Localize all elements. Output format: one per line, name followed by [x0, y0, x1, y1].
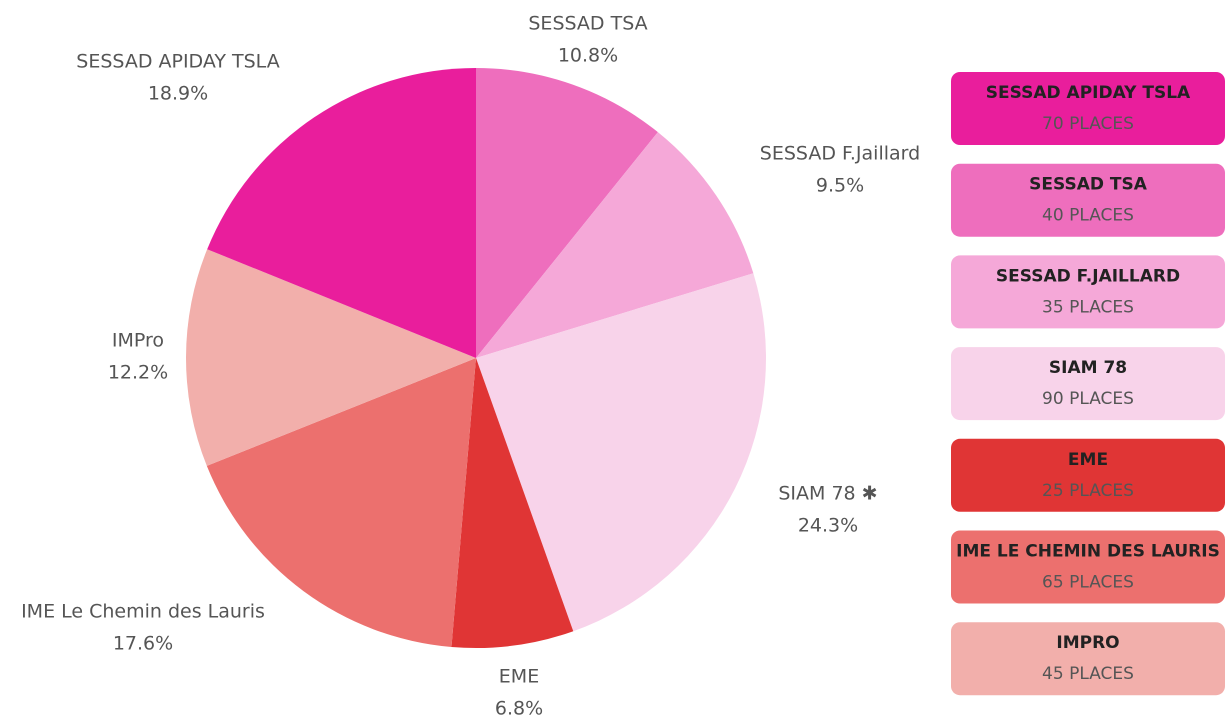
pie-slice [186, 249, 477, 466]
pie-slice [206, 358, 476, 647]
slice-value: 24.3% [798, 515, 858, 537]
legend-name: SIAM 78 [1049, 358, 1127, 378]
slice-value: 10.8% [558, 45, 618, 67]
pie-slice [476, 273, 766, 632]
slice-label: SESSAD APIDAY TSLA [76, 51, 279, 73]
legend-text: 25 PLACES [1042, 481, 1134, 501]
slice-value: 18.9% [148, 83, 208, 105]
slice-value: 17.6% [113, 633, 173, 655]
legend-text: 40 PLACES [1042, 206, 1134, 226]
legend-text: 45 PLACES [1042, 664, 1134, 684]
legend-name: IME LE CHEMIN DES LAURIS [956, 542, 1220, 562]
legend-text: 65 PLACES [1042, 573, 1134, 593]
slice-label: SESSAD TSA [528, 13, 647, 35]
pie-slice [451, 358, 574, 648]
pie-slice [476, 68, 658, 358]
legend-text: 70 PLACES [1042, 114, 1134, 134]
legend-text: 35 PLACES [1042, 297, 1134, 317]
legend-box [951, 255, 1225, 329]
slice-label: SESSAD F.Jaillard [760, 143, 920, 165]
slice-label: SIAM 78 ✱ [778, 483, 877, 505]
pie-slice [476, 132, 754, 358]
legend-name: EME [1068, 450, 1108, 470]
legend-box [951, 530, 1225, 604]
legend-box [951, 72, 1225, 145]
legend-name: SESSAD TSA [1029, 175, 1148, 195]
legend-name: IMPRO [1056, 633, 1119, 653]
slice-value: 6.8% [495, 698, 543, 717]
slice-value: 9.5% [816, 175, 864, 197]
legend-text: 90 PLACES [1042, 389, 1134, 409]
legend-box [951, 347, 1225, 421]
legend-box [951, 163, 1225, 237]
slice-label: IME Le Chemin des Lauris [21, 601, 265, 623]
legend-box [951, 622, 1225, 696]
slice-label: EME [499, 666, 539, 688]
legend-name: SESSAD F.JAILLARD [996, 266, 1180, 286]
slice-label: IMPro [112, 330, 164, 352]
pie-slice [207, 68, 477, 358]
legend-box [951, 438, 1225, 512]
legend-name: SESSAD APIDAY TSLA [986, 83, 1191, 103]
slice-value: 12.2% [108, 362, 168, 384]
